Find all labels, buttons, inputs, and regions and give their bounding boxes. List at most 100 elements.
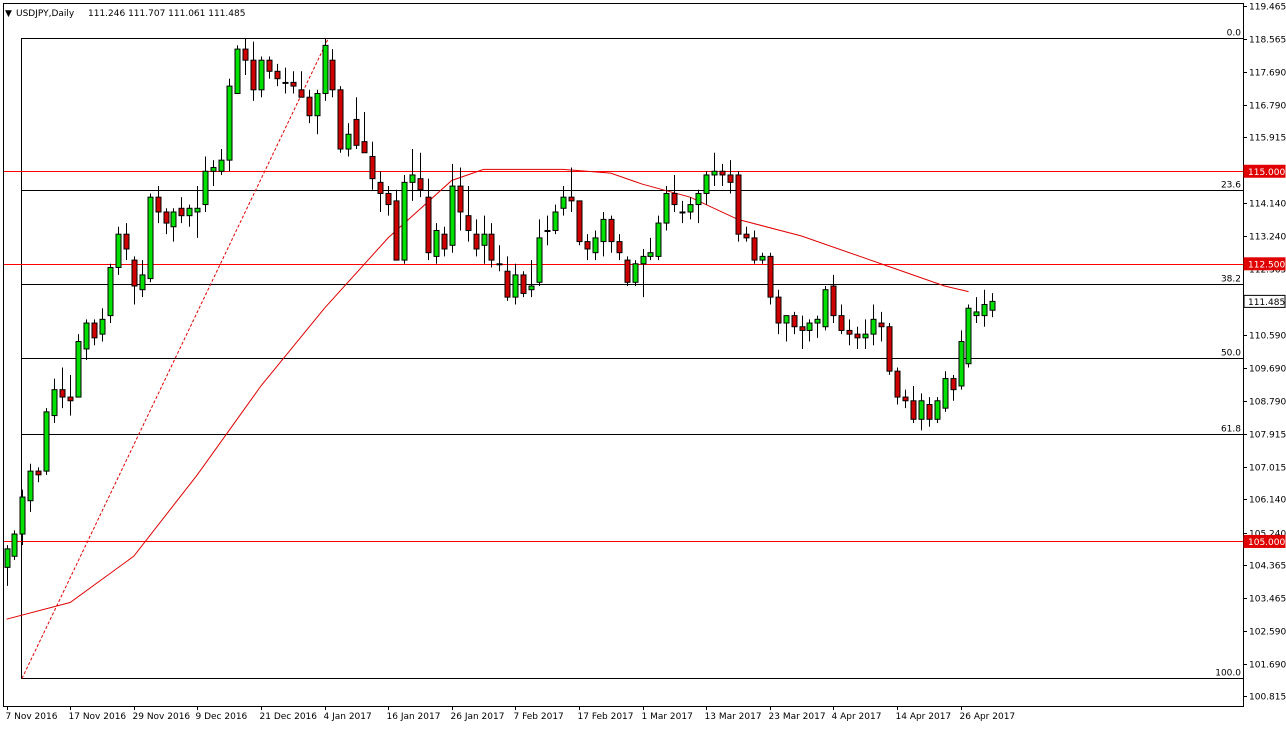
date-axis: 7 Nov 2016 17 Nov 2016 29 Nov 2016 9 Dec 20…: [6, 706, 1015, 722]
candle-body: [600, 218, 607, 243]
candle-body: [147, 196, 154, 280]
bear-candle: [353, 97, 360, 150]
fib-level-label: 0.0: [1227, 29, 1242, 39]
bear-candle: [846, 319, 853, 346]
bear-candle: [671, 174, 678, 212]
candle-body: [735, 174, 742, 235]
bull-candle: [592, 230, 599, 261]
bear-candle: [910, 385, 917, 423]
bull-candle: [449, 163, 456, 253]
candle-body: [465, 215, 472, 231]
date-tick-label: 26 Jan 2017: [451, 712, 505, 722]
bull-candle: [981, 289, 988, 327]
candle-body: [711, 170, 718, 176]
bull-candle: [552, 204, 559, 235]
candle-body: [838, 315, 845, 331]
candle-body: [266, 59, 273, 72]
bear-candle: [35, 467, 42, 483]
bull-candle: [51, 378, 58, 423]
bull-candle: [632, 260, 639, 287]
candle-body: [775, 296, 782, 324]
bear-candle: [791, 311, 798, 335]
candle-body: [449, 185, 456, 246]
candle-body: [488, 233, 495, 261]
candle-body: [409, 174, 416, 183]
candle-body: [647, 252, 654, 257]
level-marker-text: 115.000: [1248, 168, 1285, 178]
candle-body: [950, 378, 957, 391]
bear-candle: [830, 274, 837, 324]
candle-body: [528, 285, 535, 291]
bear-candle: [902, 389, 909, 409]
candle-body: [186, 207, 193, 217]
bear-candle: [298, 71, 305, 98]
candle-body: [687, 204, 694, 213]
candle-body: [250, 59, 257, 91]
candle-body: [353, 118, 360, 146]
date-tick-label: 4 Apr 2017: [832, 712, 882, 722]
bear-candle: [441, 226, 448, 257]
level-marker-box: [1243, 164, 1286, 178]
level-marker-box: [1243, 257, 1286, 271]
candle-body: [886, 326, 893, 372]
candle-body: [139, 274, 146, 291]
bull-candle: [314, 89, 321, 135]
candle-body: [369, 155, 376, 180]
date-tick-label: 16 Jan 2017: [387, 712, 441, 722]
price-tick-label: 112.365: [1249, 266, 1286, 276]
bear-candle: [274, 63, 281, 87]
candle-body: [83, 322, 90, 350]
bull-candle: [4, 545, 11, 586]
bull-candle: [942, 371, 949, 412]
bull-candle: [107, 263, 114, 324]
candle-body: [902, 396, 909, 402]
candle-body: [4, 548, 11, 568]
current-price-marker-text: 111.485: [1248, 298, 1285, 308]
candle-body: [727, 174, 734, 183]
bear-candle: [242, 37, 249, 76]
date-tick-label: 29 Nov 2016: [133, 712, 191, 722]
candle-body: [608, 218, 615, 243]
candle-body: [107, 267, 114, 317]
price-tick-label: 101.690: [1249, 661, 1286, 671]
bull-candle: [194, 186, 201, 238]
bear-candle: [385, 186, 392, 216]
bear-candle: [465, 186, 472, 242]
candle-body: [202, 170, 209, 206]
bull-candle: [647, 237, 654, 261]
bull-candle: [759, 252, 766, 264]
bear-candle: [926, 397, 933, 427]
candle-body: [520, 274, 527, 294]
bull-candle: [401, 174, 408, 264]
candle-body: [131, 259, 138, 287]
bull-candle: [989, 293, 996, 318]
candle-body: [910, 400, 917, 420]
candle-body: [592, 237, 599, 254]
price-tick-label: 110.590: [1249, 332, 1286, 342]
bull-candle: [409, 149, 416, 201]
candle-body: [640, 255, 647, 265]
bear-candle: [799, 315, 806, 349]
candle-body: [799, 326, 806, 331]
bull-candle: [83, 319, 90, 361]
bull-candle: [99, 308, 106, 342]
candle-body: [385, 192, 392, 206]
candle-body: [743, 233, 750, 239]
bull-candle: [695, 189, 702, 224]
candle-body: [624, 259, 631, 283]
candle-body: [226, 85, 233, 161]
candle-body: [862, 333, 869, 339]
bull-candle: [322, 37, 329, 101]
bull-candle: [687, 197, 694, 220]
bear-candle: [155, 186, 162, 224]
price-tick-label: 116.790: [1249, 102, 1286, 112]
bear-candle: [488, 223, 495, 268]
header-arrow-icon: ▼: [5, 9, 12, 19]
candle-body: [75, 341, 82, 398]
candle-body: [329, 59, 336, 91]
candle-body: [759, 255, 766, 261]
bull-candle: [640, 248, 647, 298]
candle-body: [989, 300, 996, 311]
bull-candle: [139, 260, 146, 298]
